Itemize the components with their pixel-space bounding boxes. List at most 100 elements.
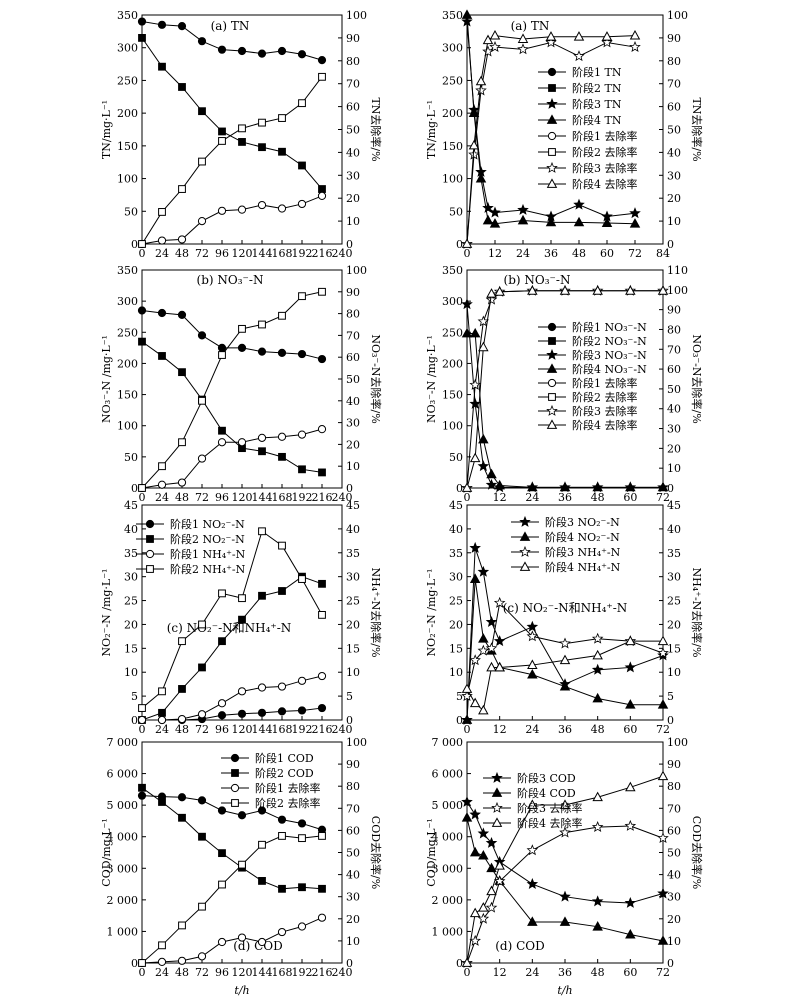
- data-point: [494, 661, 505, 672]
- data-point: [278, 832, 286, 840]
- data-point: [461, 957, 473, 967]
- series-line: [466, 290, 663, 489]
- data-point: [218, 127, 226, 136]
- legend-marker: [519, 561, 531, 571]
- y2-tick-label: 70: [667, 343, 681, 356]
- legend-label: 阶段4 NH₄⁺-N: [545, 560, 621, 574]
- data-point: [258, 320, 266, 329]
- x-tick-label: 24: [155, 491, 169, 504]
- legend-label: 阶段3 去除率: [572, 161, 638, 175]
- data-point: [526, 620, 539, 632]
- y2-tick-label: 5: [346, 690, 353, 703]
- y2-tick-label: 0: [667, 238, 674, 251]
- data-point: [592, 481, 603, 492]
- data-point: [657, 285, 669, 295]
- series-triangle-open: [461, 29, 641, 248]
- y-tick-label: 200: [117, 357, 138, 370]
- y-tick-label: 5 000: [107, 799, 139, 812]
- data-point: [478, 704, 489, 715]
- data-point: [237, 343, 247, 352]
- panel-title: (a) TN: [211, 19, 250, 33]
- data-point: [178, 813, 186, 822]
- data-point: [158, 687, 166, 696]
- y2-tick-label: 40: [667, 403, 681, 416]
- data-point: [238, 594, 246, 603]
- data-point: [468, 107, 480, 118]
- legend-marker: [491, 801, 503, 813]
- y-tick-label: 35: [449, 547, 463, 560]
- x-tick-label: 240: [332, 966, 353, 979]
- data-point: [317, 191, 327, 201]
- y2-tick-label: 80: [346, 55, 360, 68]
- data-point: [297, 50, 307, 59]
- y-tick-label: 350: [442, 9, 463, 22]
- y2-tick-label: 80: [667, 323, 681, 336]
- y-axis-label: NO₃⁻-N /mg·L⁻¹: [100, 335, 113, 423]
- y2-tick-label: 0: [667, 714, 674, 727]
- legend-marker: [547, 322, 557, 332]
- x-tick-label: 96: [215, 247, 229, 260]
- data-point: [277, 432, 287, 441]
- data-point: [477, 315, 490, 327]
- y-tick-label: 350: [117, 264, 138, 277]
- y-tick-label: 350: [117, 9, 138, 22]
- y2-tick-label: 40: [667, 523, 681, 536]
- data-point: [486, 885, 497, 896]
- data-point: [177, 310, 187, 319]
- data-point: [297, 199, 307, 209]
- x-tick-label: 0: [139, 491, 146, 504]
- x-tick-label: 24: [155, 723, 169, 736]
- y2-tick-label: 90: [346, 286, 360, 299]
- data-point: [197, 217, 207, 226]
- data-point: [137, 17, 147, 26]
- y-tick-label: 5: [131, 690, 138, 703]
- data-point: [297, 676, 307, 685]
- data-point: [198, 157, 206, 166]
- y2-tick-label: 60: [346, 351, 360, 364]
- chart-panel-a-left: 0 24 48 72 96 120 144 168 192 216 2400501001502002…: [100, 9, 383, 260]
- y-tick-label: 150: [442, 140, 463, 153]
- x-axis-label: t/h: [234, 984, 249, 997]
- legend-label: 阶段4 COD: [517, 786, 576, 800]
- data-point: [137, 306, 147, 315]
- legend-marker: [547, 131, 557, 141]
- legend-marker: [546, 404, 558, 416]
- data-point: [297, 349, 307, 359]
- data-point: [198, 663, 206, 672]
- series-square-filled: [138, 34, 326, 193]
- data-point: [601, 217, 613, 227]
- y2-tick-label: 30: [667, 571, 681, 584]
- y-tick-label: 100: [117, 420, 138, 433]
- x-tick-label: 120: [232, 723, 253, 736]
- data-point: [278, 587, 286, 595]
- series-square-open: [138, 72, 326, 248]
- data-point: [317, 56, 327, 65]
- data-point: [489, 40, 501, 52]
- data-point: [482, 201, 494, 213]
- y-tick-label: 1 000: [107, 925, 139, 938]
- legend-label: 阶段3 去除率: [572, 404, 638, 418]
- y2-tick-label: 30: [346, 169, 360, 182]
- series-line: [141, 291, 323, 489]
- x-tick-label: 120: [232, 491, 253, 504]
- data-point: [257, 708, 267, 717]
- data-point: [461, 812, 473, 822]
- data-point: [137, 715, 147, 725]
- data-point: [478, 850, 489, 860]
- y-tick-label: 5: [456, 690, 463, 703]
- data-point: [217, 806, 227, 815]
- data-point: [198, 832, 206, 841]
- x-tick-label: 0: [139, 247, 146, 260]
- data-point: [158, 708, 166, 717]
- series-line: [141, 576, 323, 721]
- panel-title: (d) COD: [233, 939, 283, 953]
- x-tick-label: 36: [558, 966, 572, 979]
- data-point: [461, 795, 473, 807]
- data-point: [592, 285, 603, 295]
- y-tick-label: 0: [131, 957, 138, 970]
- legend-label: 阶段3 COD: [517, 771, 576, 785]
- x-tick-label: 216: [312, 247, 333, 260]
- series-line: [466, 825, 664, 964]
- legend-marker: [548, 337, 556, 345]
- x-tick-label: 48: [591, 491, 605, 504]
